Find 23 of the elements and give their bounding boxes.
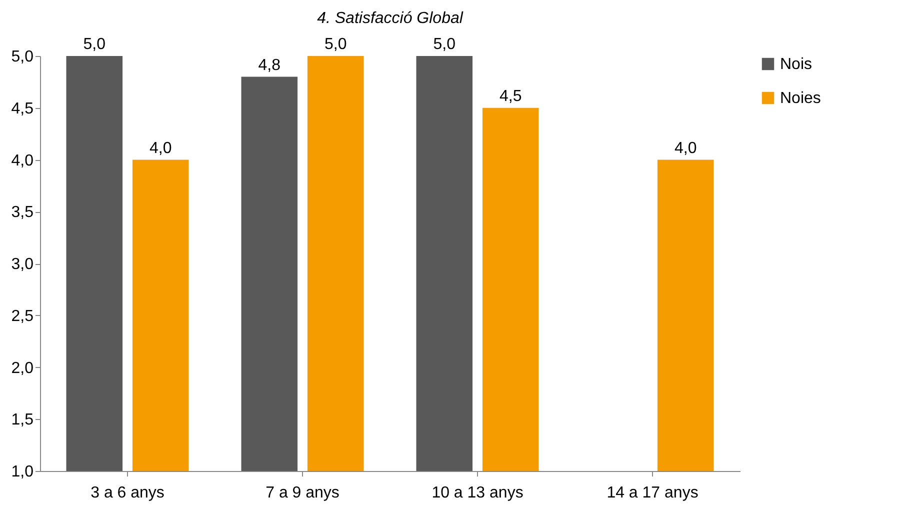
data-label: 4,0	[674, 140, 697, 157]
data-label: 4,5	[499, 88, 522, 105]
data-label: 4,8	[258, 56, 281, 74]
y-tick-label: 2,5	[11, 308, 34, 325]
data-label: 5,0	[433, 36, 456, 53]
data-label: 4,0	[149, 140, 172, 157]
y-tick-label: 1,0	[11, 464, 34, 480]
y-tick-label: 2,0	[11, 360, 34, 377]
y-tick-label: 3,5	[11, 204, 34, 222]
chart-title: 4. Satisfacció Global	[317, 10, 464, 27]
legend-label: Noies	[780, 90, 821, 107]
data-label: 5,0	[83, 36, 106, 53]
x-tick-label: 14 a 17 anys	[606, 484, 698, 502]
y-tick-label: 3,0	[11, 256, 34, 273]
data-label: 5,0	[324, 36, 347, 53]
y-tick-label: 5,0	[11, 48, 34, 66]
x-tick-label: 10 a 13 anys	[432, 484, 524, 502]
y-tick-label: 4,5	[11, 100, 34, 118]
x-tick-label: 7 a 9 anys	[266, 484, 340, 502]
x-tick-label: 3 a 6 anys	[90, 484, 164, 502]
y-tick-label: 1,5	[11, 412, 34, 429]
y-tick-label: 4,0	[11, 152, 34, 170]
legend-label: Nois	[780, 56, 812, 73]
